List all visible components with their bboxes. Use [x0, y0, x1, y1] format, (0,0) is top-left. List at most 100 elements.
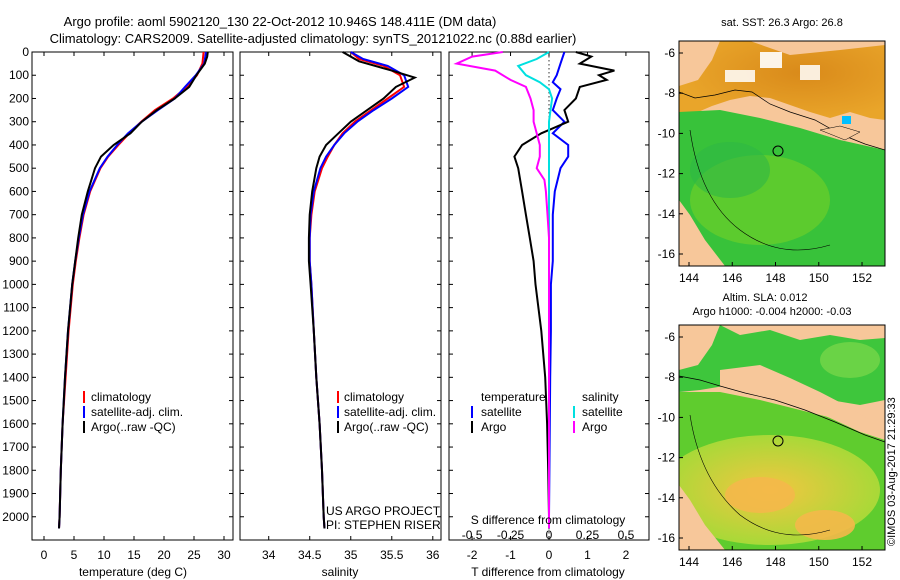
- sst-map-title: sat. SST: 26.3 Argo: 26.8: [721, 17, 843, 29]
- series-line-t-satellite: [548, 51, 570, 529]
- legend-title-temperature: temperature: [481, 390, 546, 404]
- legend-label-argo: Argo(..raw -QC): [91, 420, 176, 434]
- figure-title-line2: Climatology: CARS2009. Satellite-adjuste…: [50, 31, 577, 46]
- pi-annotation: PI: STEPHEN RISER: [326, 518, 441, 532]
- s-tick-label: 0: [546, 528, 553, 542]
- depth-tick-label: 1900: [2, 487, 29, 501]
- imos-watermark: ©IMOS 03-Aug-2017 21:29:33: [886, 397, 898, 546]
- s-tick-label: -0.5: [462, 528, 483, 542]
- difference-lines: [453, 51, 615, 529]
- sst-map: sat. SST: 26.3 Argo: 26.8 -6-8-10-12-14-…: [658, 17, 886, 285]
- x-tick-label: 30: [217, 548, 231, 562]
- lon-tick-label: 152: [852, 555, 872, 569]
- series-line-s-argo: [453, 51, 550, 529]
- salinity-depth-ticks: [240, 51, 441, 518]
- depth-tick-label: 1400: [2, 370, 29, 384]
- sla-map-title-line2: Argo h1000: -0.004 h2000: -0.03: [692, 306, 851, 318]
- sla-map-image: [679, 325, 885, 550]
- temperature-legend: climatology satellite-adj. clim. Argo(..…: [83, 390, 183, 434]
- depth-tick-label: 1600: [2, 417, 29, 431]
- lon-tick-label: 146: [722, 271, 742, 285]
- depth-tick-label: 400: [9, 138, 29, 152]
- x-tick-label: 36: [426, 548, 440, 562]
- x-tick-label: 15: [127, 548, 141, 562]
- s-tick-label: 0.25: [576, 528, 600, 542]
- depth-tick-label: 200: [9, 91, 29, 105]
- x-tick-label: 34.5: [298, 548, 322, 562]
- x-tick-label: 10: [97, 548, 111, 562]
- lat-tick-label: -12: [658, 451, 676, 465]
- depth-tick-label: 100: [9, 68, 29, 82]
- depth-tick-label: 1200: [2, 324, 29, 338]
- series-line-satellite-adj-clim-: [58, 51, 207, 529]
- project-annotation: US ARGO PROJECT: [326, 504, 441, 518]
- series-line-t-argo: [513, 51, 615, 529]
- legend-label-argo: Argo(..raw -QC): [344, 420, 429, 434]
- x-tick-label: 1: [584, 548, 591, 562]
- temperature-panel: 0100200300400500600700800900100011001200…: [2, 45, 234, 579]
- lon-tick-label: 150: [809, 271, 829, 285]
- legend-title-salinity: salinity: [582, 390, 619, 404]
- s-tick-label: -0.25: [497, 528, 525, 542]
- series-line-climatology: [58, 51, 205, 529]
- lat-tick-label: -16: [658, 247, 676, 261]
- lat-tick-label: -10: [658, 126, 676, 140]
- temperature-xlabel: temperature (deg C): [79, 565, 187, 579]
- depth-tick-label: 1800: [2, 463, 29, 477]
- difference-panel: -2 -1 0 1 2 -0.5 -0.25 0 0.25 0.5 temperature sal…: [448, 51, 650, 579]
- lat-tick-label: -12: [658, 167, 676, 181]
- lon-tick-label: 148: [765, 271, 785, 285]
- depth-tick-label: 0: [22, 45, 29, 59]
- depth-tick-label: 600: [9, 184, 29, 198]
- depth-tick-label: 1100: [3, 301, 29, 315]
- depth-tick-label: 800: [9, 231, 29, 245]
- series-line-argo-raw-qc-: [307, 51, 418, 529]
- salinity-axes-frame: [239, 51, 442, 541]
- depth-tick-label: 300: [9, 115, 29, 129]
- legend-label-t-argo: Argo: [481, 420, 507, 434]
- depth-tick-label: 900: [9, 254, 29, 268]
- sst-map-image: [679, 41, 885, 266]
- x-tick-label: 34: [262, 548, 276, 562]
- legend-label-t-satellite: satellite: [481, 405, 522, 419]
- lat-tick-label: -14: [658, 491, 676, 505]
- x-tick-label: -1: [505, 548, 516, 562]
- x-tick-label: 25: [187, 548, 201, 562]
- series-line-satellite-adj-clim-: [308, 51, 410, 529]
- x-tick-label: 0: [546, 548, 553, 562]
- depth-tick-label: 700: [9, 208, 29, 222]
- lon-tick-label: 152: [852, 271, 872, 285]
- lat-tick-label: -16: [658, 531, 676, 545]
- depth-tick-label: 2000: [2, 510, 29, 524]
- lat-tick-label: -8: [664, 86, 675, 100]
- lon-tick-label: 148: [765, 555, 785, 569]
- depth-tick-label: 1000: [2, 277, 29, 291]
- x-tick-label: 35: [344, 548, 358, 562]
- lon-tick-label: 146: [722, 555, 742, 569]
- figure-title-line1: Argo profile: aoml 5902120_130 22-Oct-20…: [64, 14, 497, 29]
- series-line-argo-raw-qc-: [58, 51, 209, 529]
- difference-ticks: -2 -1 0 1 2 -0.5 -0.25 0 0.25 0.5: [462, 52, 635, 562]
- x-tick-label: 20: [157, 548, 171, 562]
- legend-label-s-satellite: satellite: [582, 405, 623, 419]
- depth-tick-label: 500: [9, 161, 29, 175]
- depth-tick-label: 1700: [2, 440, 29, 454]
- temperature-lines: [58, 51, 209, 529]
- lon-tick-label: 150: [809, 555, 829, 569]
- lat-tick-label: -14: [658, 207, 676, 221]
- legend-label-satellite: satellite-adj. clim.: [344, 405, 436, 419]
- s-tick-label: 0.5: [618, 528, 635, 542]
- s-difference-xlabel: S difference from climatology: [471, 513, 626, 527]
- sla-map-title-line1: Altim. SLA: 0.012: [723, 292, 808, 304]
- argo-location-marker: [772, 435, 784, 447]
- x-tick-label: 0: [41, 548, 48, 562]
- lon-tick-label: 144: [679, 555, 699, 569]
- salinity-legend: climatology satellite-adj. clim. Argo(..…: [337, 390, 436, 434]
- x-tick-label: 35.5: [380, 548, 404, 562]
- series-line-climatology: [308, 51, 406, 529]
- salinity-lines: [307, 51, 418, 529]
- temperature-ticks: 0 5 10 15 20 25 30: [41, 52, 231, 562]
- t-difference-xlabel: T difference from climatology: [471, 565, 625, 579]
